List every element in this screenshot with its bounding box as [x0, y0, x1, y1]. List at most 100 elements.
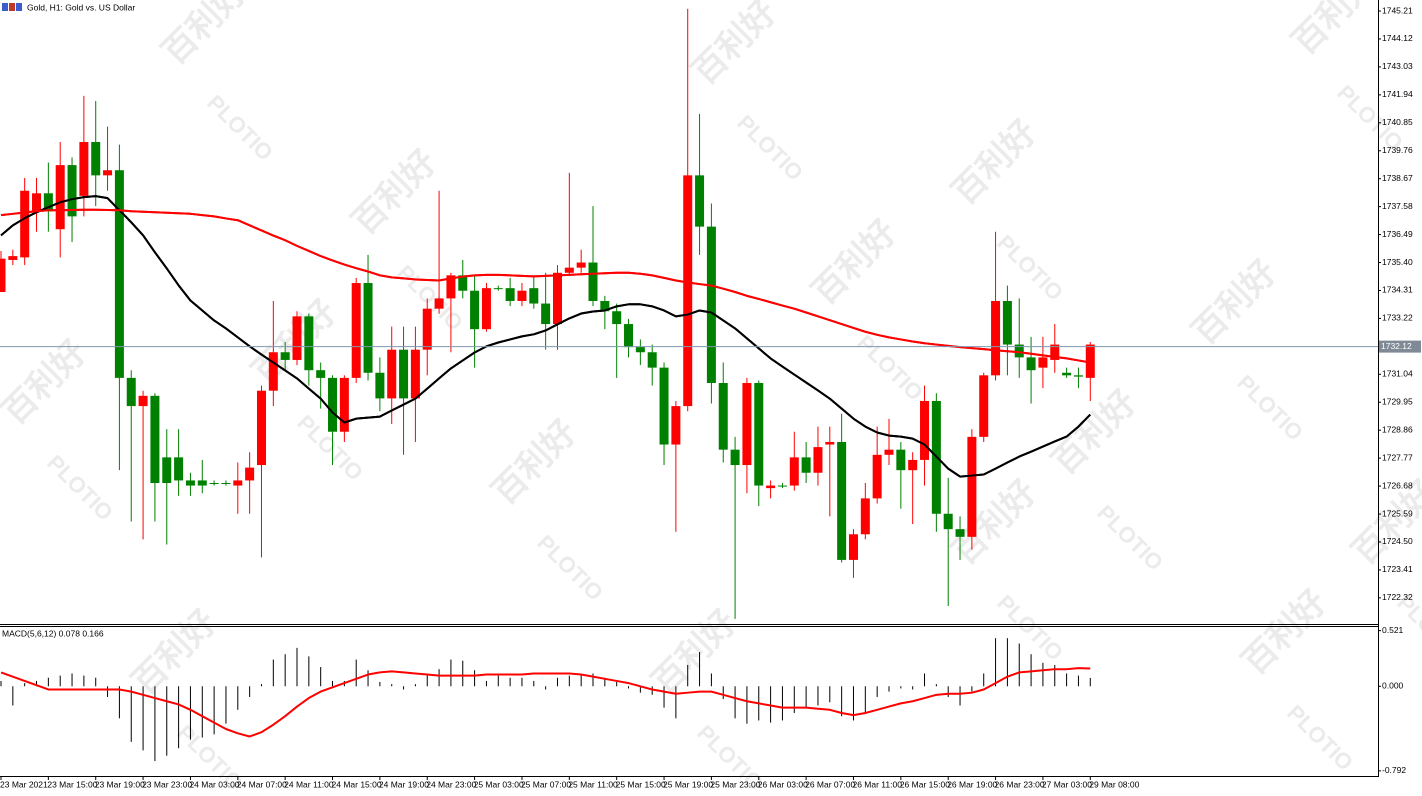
- x-tick-label: 25 Mar 19:00: [663, 779, 713, 789]
- x-tick-label: 24 Mar 07:00: [237, 779, 287, 789]
- candle-body: [67, 165, 77, 217]
- x-tick-label: 25 Mar 11:00: [568, 779, 618, 789]
- candle-body: [541, 303, 551, 325]
- candle-body: [126, 377, 136, 407]
- y-tick-label: 1728.86: [1382, 424, 1413, 434]
- x-tick-label: 23 Mar 15:00: [47, 779, 97, 789]
- x-tick-label: 27 Mar 03:00: [1042, 779, 1092, 789]
- candle-body: [434, 298, 444, 309]
- candle-body: [150, 395, 160, 483]
- y-tick-label: 0.000: [1382, 681, 1404, 691]
- y-tick-label: 1737.58: [1382, 201, 1413, 211]
- y-tick-label: 1734.31: [1382, 285, 1413, 295]
- y-tick-label: 1723.41: [1382, 564, 1413, 574]
- x-tick-label: 23 Mar 23:00: [142, 779, 192, 789]
- candle-body: [896, 449, 906, 471]
- candle-body: [564, 267, 574, 273]
- candle-body: [470, 290, 480, 330]
- candle-body: [174, 457, 184, 481]
- candle-body: [20, 190, 30, 258]
- y-tick-label: 1744.12: [1382, 33, 1413, 43]
- candle-body: [884, 449, 894, 455]
- indicator-line: [0, 208, 1091, 364]
- x-tick-label: 26 Mar 23:00: [995, 779, 1045, 789]
- y-tick-label: 1731.04: [1382, 369, 1413, 379]
- x-tick-label: 24 Mar 03:00: [189, 779, 239, 789]
- candle-body: [387, 349, 397, 399]
- candle-body: [635, 347, 645, 353]
- candle-body: [209, 482, 219, 484]
- candle-body: [446, 275, 456, 299]
- candle-body: [399, 349, 409, 399]
- candle-body: [1073, 375, 1083, 377]
- candle-body: [221, 482, 231, 484]
- candle-body: [624, 324, 634, 348]
- candle-body: [576, 262, 586, 268]
- candle-body: [837, 441, 847, 560]
- candle-body: [197, 480, 207, 486]
- candle-body: [920, 400, 930, 460]
- candle-body: [91, 142, 101, 176]
- candle-body: [43, 193, 53, 212]
- candle-body: [730, 449, 740, 466]
- candle-body: [351, 283, 361, 378]
- candle-body: [600, 300, 610, 312]
- y-tick-label: 0.521: [1382, 625, 1404, 635]
- candle-body: [552, 272, 562, 325]
- candle-body: [754, 383, 764, 486]
- x-tick-label: 25 Mar 07:00: [521, 779, 571, 789]
- x-tick-label: 23 Mar 19:00: [95, 779, 145, 789]
- candle-body: [766, 485, 776, 489]
- x-tick-label: 25 Mar 23:00: [710, 779, 760, 789]
- candle-body: [55, 165, 65, 230]
- x-tick-label: 23 Mar 2021: [0, 779, 48, 789]
- candle-body: [1050, 344, 1060, 360]
- y-tick-label: 1740.85: [1382, 117, 1413, 127]
- candle-body: [162, 457, 172, 483]
- candle-body: [422, 308, 432, 350]
- candle-body: [789, 457, 799, 486]
- candle-body: [1062, 372, 1072, 376]
- candle-body: [280, 352, 290, 360]
- candle-body: [316, 370, 326, 378]
- candle-body: [801, 457, 811, 473]
- y-tick-label: 1738.67: [1382, 173, 1413, 183]
- y-tick-label: 1722.32: [1382, 592, 1413, 602]
- candle-body: [860, 498, 870, 535]
- y-tick-label: 1743.03: [1382, 61, 1413, 71]
- x-tick-label: 29 Mar 08:00: [1089, 779, 1139, 789]
- y-tick-label: 1725.59: [1382, 508, 1413, 518]
- candle-body: [517, 290, 527, 301]
- candle-body: [1038, 357, 1048, 368]
- candle-body: [493, 288, 503, 290]
- candle-body: [505, 288, 515, 301]
- candle-body: [79, 142, 89, 196]
- candle-body: [612, 311, 622, 325]
- x-tick-label: 26 Mar 19:00: [947, 779, 997, 789]
- candle-body: [363, 283, 373, 373]
- x-tick-label: 24 Mar 11:00: [284, 779, 334, 789]
- x-tick-label: 26 Mar 03:00: [758, 779, 808, 789]
- candle-body: [908, 459, 918, 471]
- y-tick-label: 1729.95: [1382, 396, 1413, 406]
- candle-body: [32, 193, 42, 212]
- candle-body: [825, 441, 835, 445]
- candle-body: [1085, 344, 1095, 378]
- candle-body: [588, 262, 598, 301]
- y-tick-label: -0.792: [1382, 765, 1406, 775]
- candle-body: [185, 480, 195, 486]
- x-tick-label: 26 Mar 07:00: [805, 779, 855, 789]
- candle-body: [695, 175, 705, 227]
- candle-body: [848, 534, 858, 560]
- x-tick-label: 26 Mar 15:00: [900, 779, 950, 789]
- candle-body: [943, 513, 953, 530]
- candle-body: [1002, 300, 1012, 345]
- x-tick-label: 25 Mar 03:00: [474, 779, 524, 789]
- candle-body: [706, 226, 716, 384]
- chart-title: Gold, H1: Gold vs. US Dollar: [27, 2, 135, 12]
- indicator-line: [0, 667, 1091, 738]
- candle-body: [8, 256, 18, 260]
- x-tick-label: 24 Mar 19:00: [379, 779, 429, 789]
